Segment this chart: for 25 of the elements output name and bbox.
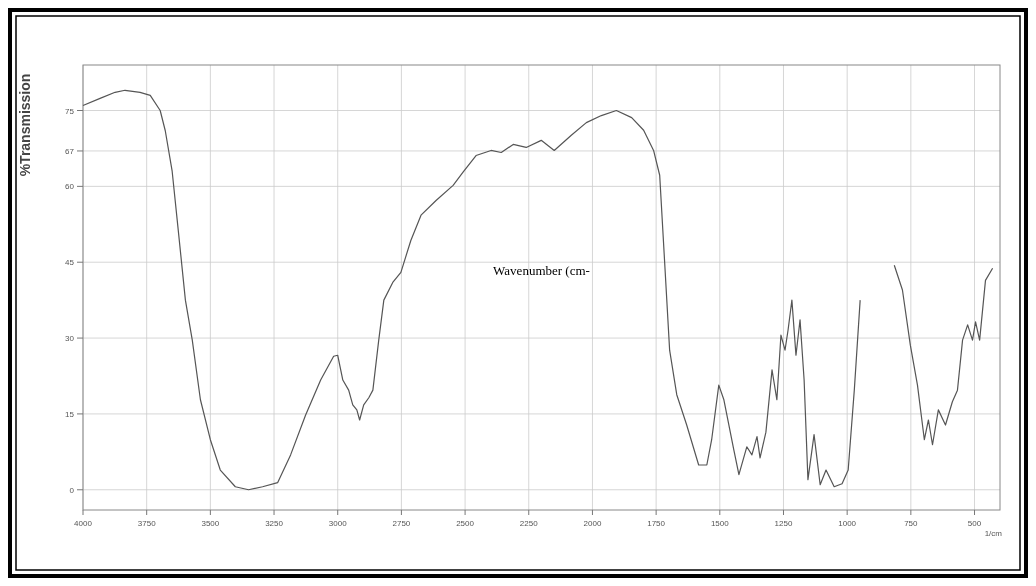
x-tick-label: 3500 bbox=[201, 519, 220, 528]
x-axis-title: 1/cm bbox=[984, 529, 1003, 538]
x-tick-label: 2000 bbox=[583, 519, 602, 528]
x-tick-label: 3000 bbox=[328, 519, 348, 528]
x-tick-label: 4000 bbox=[74, 519, 93, 528]
y-tick-label: 67 bbox=[65, 146, 75, 156]
x-tick-label: 500 bbox=[967, 519, 982, 528]
x-tick-label: 2500 bbox=[456, 519, 475, 528]
x-tick-label: 1000 bbox=[838, 519, 857, 528]
x-tick-label: 2250 bbox=[519, 519, 539, 528]
y-tick-label: 15 bbox=[65, 409, 75, 419]
y-tick-label: 0 bbox=[69, 485, 75, 495]
x-tick-label: 1500 bbox=[710, 519, 730, 528]
x-tick-label: 2750 bbox=[392, 519, 411, 528]
annotation: Wavenumber (cm- bbox=[493, 263, 590, 278]
x-tick-label: 1750 bbox=[647, 519, 666, 528]
x-tick-label: 750 bbox=[904, 519, 919, 528]
y-tick-label: 60 bbox=[65, 182, 75, 192]
y-tick-label: 30 bbox=[65, 334, 75, 344]
y-axis-title: %Transmission bbox=[17, 73, 33, 177]
y-tick-label: 75 bbox=[65, 106, 75, 116]
x-tick-label: 3750 bbox=[137, 519, 157, 528]
x-tick-label: 1250 bbox=[774, 519, 793, 528]
y-tick-label: 45 bbox=[65, 258, 75, 268]
x-tick-label: 3250 bbox=[265, 519, 284, 528]
